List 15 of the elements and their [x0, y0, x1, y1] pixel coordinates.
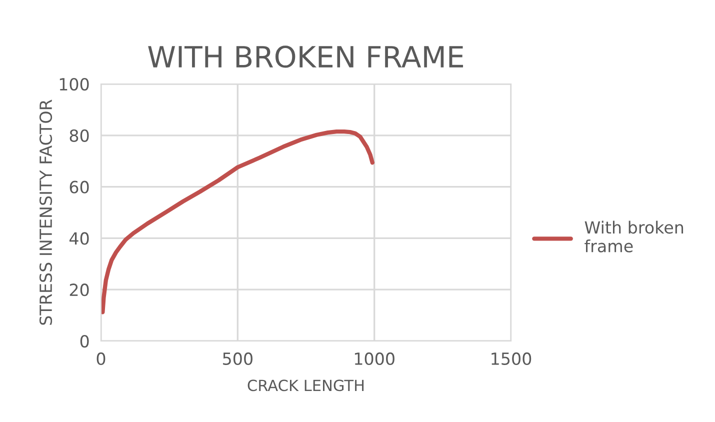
y-tick-label: 40: [69, 232, 89, 245]
y-axis-title: STRESS INTENSITY FACTOR: [39, 100, 52, 325]
x-axis-title: CRACK LENGTH: [248, 380, 364, 392]
y-tick-label: 20: [70, 284, 89, 296]
legend-label: With broken frame: [584, 220, 684, 252]
chart-title: WITH BROKEN FRAME: [148, 46, 464, 68]
x-tick-label: 1000: [354, 352, 394, 366]
line-series: [101, 129, 375, 314]
x-tick-label: 500: [223, 352, 252, 366]
x-tick-label: 0: [96, 352, 106, 366]
y-tick-label: 80: [70, 129, 89, 142]
y-tick-label: 60: [70, 180, 89, 194]
y-tick-label: 0: [80, 334, 89, 348]
x-tick-label: 1500: [492, 352, 532, 366]
y-tick-label: 100: [60, 78, 89, 91]
